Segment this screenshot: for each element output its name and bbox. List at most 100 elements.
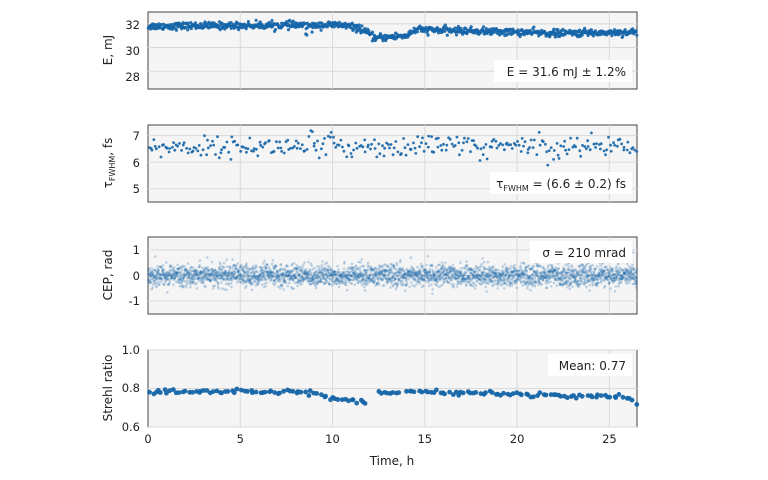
data-point	[202, 281, 206, 285]
data-point	[299, 265, 302, 269]
data-point	[219, 151, 223, 155]
data-point	[321, 270, 325, 274]
data-point	[286, 271, 290, 274]
data-point	[241, 274, 244, 278]
data-point	[147, 281, 151, 285]
data-point	[439, 270, 443, 273]
data-point	[401, 276, 404, 280]
data-point	[635, 275, 639, 279]
data-point	[174, 271, 178, 274]
data-point	[635, 268, 639, 271]
data-point	[435, 278, 438, 281]
data-point	[441, 272, 445, 275]
data-point	[575, 136, 579, 140]
data-point	[574, 278, 577, 282]
data-point	[405, 275, 409, 279]
data-point	[501, 274, 504, 277]
data-point	[148, 278, 152, 281]
data-point	[457, 141, 461, 145]
data-point	[207, 278, 211, 281]
data-point	[335, 277, 338, 281]
data-point	[543, 271, 547, 275]
data-point	[352, 278, 355, 282]
data-point	[506, 267, 510, 271]
data-point	[334, 272, 337, 276]
data-point	[162, 274, 165, 278]
data-point	[318, 274, 322, 278]
data-point	[412, 268, 416, 272]
data-point	[495, 275, 499, 279]
data-point	[246, 274, 250, 278]
data-point	[425, 276, 429, 279]
data-point	[525, 266, 528, 269]
data-point	[517, 274, 521, 278]
data-point	[173, 276, 177, 279]
data-point	[447, 276, 451, 279]
data-point	[464, 278, 468, 281]
data-point	[370, 30, 375, 34]
data-point	[559, 277, 563, 280]
data-point	[603, 286, 606, 289]
ylabel-duration-sub: FWHM	[108, 156, 117, 182]
data-point	[342, 267, 346, 271]
data-point	[521, 273, 525, 276]
data-point	[184, 267, 188, 271]
data-point	[315, 269, 319, 273]
data-point	[297, 273, 301, 277]
data-point	[166, 271, 170, 274]
data-point	[232, 274, 235, 278]
data-point	[400, 283, 404, 287]
data-point	[277, 275, 280, 279]
data-point	[163, 276, 166, 280]
data-point	[160, 278, 164, 281]
data-point	[256, 283, 259, 286]
data-point	[387, 278, 391, 282]
data-point	[273, 278, 277, 282]
data-point	[523, 283, 527, 286]
data-point	[475, 274, 478, 277]
data-point	[291, 278, 295, 282]
data-point	[163, 273, 166, 277]
data-point	[202, 271, 205, 274]
data-point	[169, 264, 172, 267]
data-point	[195, 274, 199, 277]
data-point	[180, 279, 183, 283]
data-point	[401, 282, 405, 285]
data-point	[578, 283, 582, 287]
data-point	[264, 273, 268, 277]
data-point	[236, 270, 240, 273]
data-point	[523, 275, 526, 278]
data-point	[507, 143, 510, 147]
data-point	[550, 270, 553, 273]
data-point	[397, 274, 400, 278]
data-point	[162, 273, 166, 277]
data-point	[528, 279, 532, 283]
data-point	[238, 280, 242, 284]
data-point	[386, 280, 389, 284]
data-point	[232, 263, 236, 267]
data-point	[521, 270, 524, 273]
data-point	[301, 272, 304, 276]
data-point	[487, 278, 490, 282]
data-point	[185, 286, 188, 289]
data-point	[453, 267, 457, 270]
data-point	[195, 269, 199, 273]
data-point	[166, 274, 170, 278]
data-point	[539, 275, 543, 278]
data-point	[411, 270, 414, 273]
data-point	[368, 273, 372, 277]
data-point	[256, 274, 260, 278]
data-point	[428, 264, 432, 267]
data-point	[465, 31, 469, 36]
data-point	[483, 281, 486, 284]
data-point	[462, 266, 465, 270]
data-point	[277, 277, 281, 281]
data-point	[507, 273, 511, 277]
data-point	[437, 268, 441, 272]
data-point	[592, 142, 596, 146]
data-point	[167, 278, 170, 281]
data-point	[220, 272, 223, 275]
data-point	[461, 275, 465, 278]
data-point	[564, 271, 567, 274]
data-point	[227, 278, 230, 282]
